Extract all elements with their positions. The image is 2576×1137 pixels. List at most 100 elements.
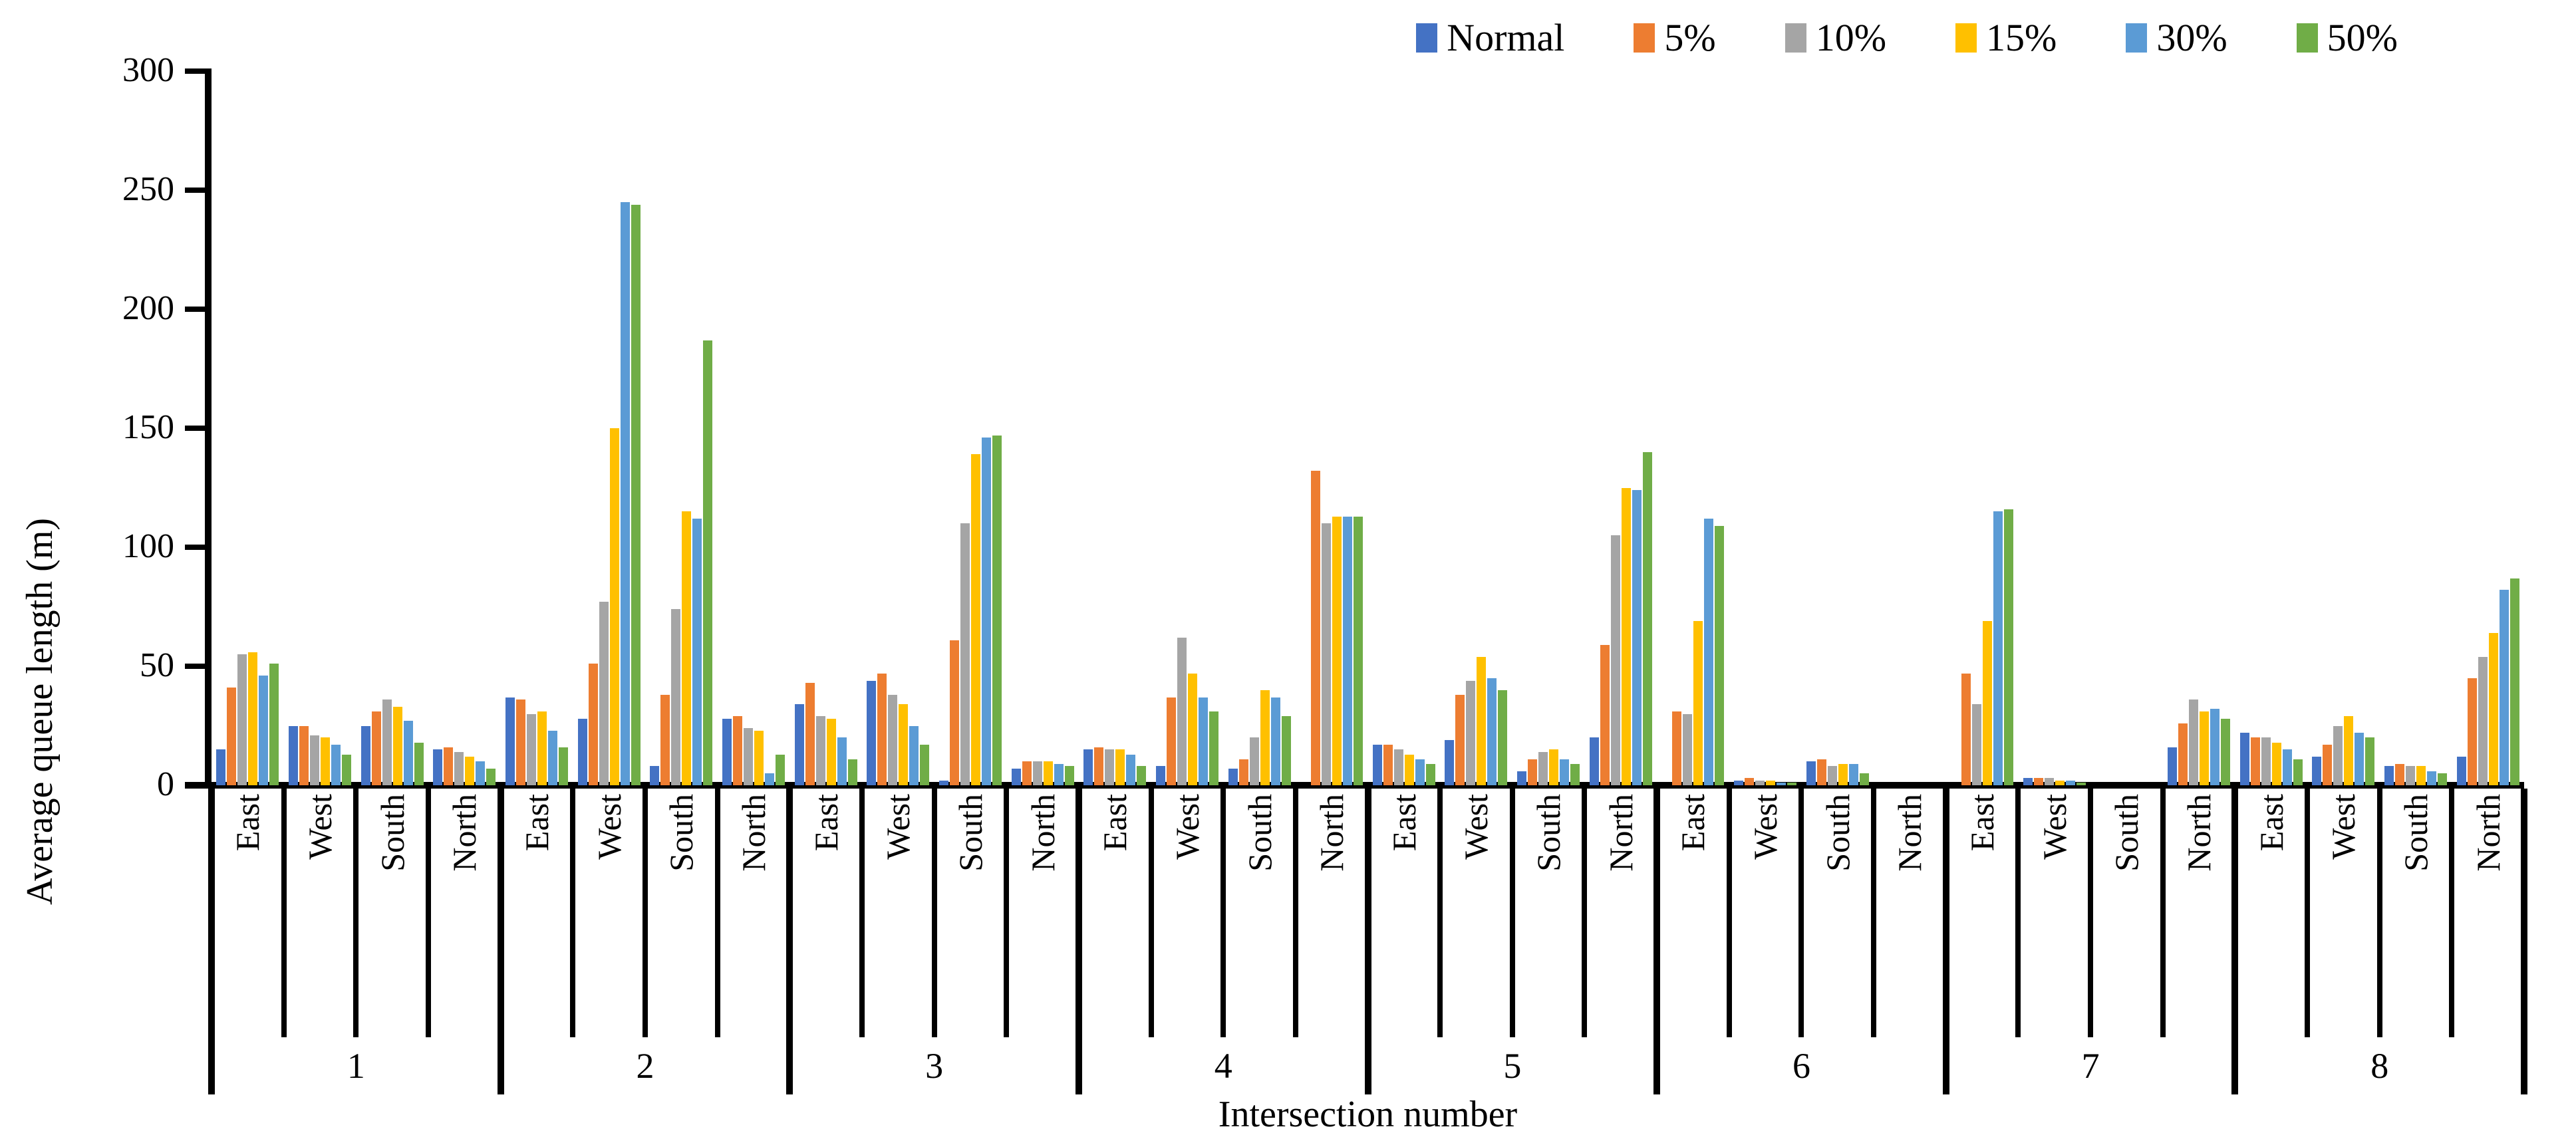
bar-50pct-4-south — [1281, 716, 1291, 785]
cluster-5-east — [1368, 71, 1441, 785]
group-separator — [208, 789, 215, 1094]
bar-5pct-4-south — [1238, 759, 1248, 785]
bar-50pct-1-west — [341, 754, 351, 785]
bar-50pct-5-west — [1498, 690, 1508, 785]
bar-15pct-5-north — [1621, 487, 1631, 785]
bar-15pct-5-east — [1404, 754, 1414, 785]
cluster-1-south — [356, 71, 428, 785]
bar-30pct-5-east — [1415, 759, 1425, 785]
bar-50pct-2-north — [775, 754, 785, 785]
bar-Normal-6-west — [1734, 780, 1744, 785]
intersection-number-4: 4 — [1214, 1046, 1232, 1086]
bar-Normal-2-north — [722, 718, 732, 785]
direction-label-2-east: East — [517, 794, 555, 852]
cluster-separator — [570, 789, 576, 1037]
bar-Normal-3-south — [938, 780, 948, 785]
y-axis-title: Average queue length (m) — [19, 517, 61, 906]
bar-5pct-7-north — [2178, 723, 2188, 785]
bar-Normal-5-south — [1517, 771, 1527, 785]
cluster-1-north — [428, 71, 501, 785]
legend-item-10pct: 10% — [1785, 19, 1886, 57]
bar-Normal-8-east — [2239, 733, 2249, 785]
group-separator — [497, 789, 504, 1094]
bar-50pct-6-south — [1859, 773, 1869, 785]
bar-30pct-2-north — [764, 773, 774, 785]
bar-15pct-5-west — [1477, 656, 1487, 785]
bar-Normal-1-south — [360, 725, 370, 785]
intersection-number-8: 8 — [2370, 1046, 2389, 1086]
bar-10pct-6-east — [1683, 713, 1693, 785]
bar-30pct-7-north — [2210, 709, 2220, 785]
legend-label: 50% — [2327, 16, 2398, 59]
bar-Normal-7-west — [2023, 778, 2033, 785]
bar-50pct-8-north — [2509, 578, 2519, 785]
bar-Normal-3-north — [1011, 768, 1021, 785]
bar-50pct-8-south — [2438, 773, 2448, 785]
bar-50pct-1-east — [269, 664, 279, 785]
bar-10pct-6-west — [1755, 780, 1765, 785]
legend-item-30pct: 30% — [2126, 19, 2227, 57]
bar-50pct-8-west — [2365, 737, 2375, 785]
cluster-separator — [353, 789, 359, 1037]
direction-label-1-east: East — [229, 794, 267, 852]
legend-label: 10% — [1815, 16, 1887, 59]
direction-label-6-west: West — [1747, 794, 1785, 860]
bar-50pct-4-west — [1209, 711, 1218, 785]
legend-item-Normal: Normal — [1416, 19, 1564, 57]
direction-label-8-east: East — [2252, 794, 2290, 852]
cluster-4-east — [1079, 71, 1151, 785]
bar-10pct-8-north — [2478, 656, 2488, 785]
bar-30pct-4-east — [1126, 754, 1136, 785]
bar-30pct-2-south — [692, 519, 702, 785]
cluster-5-south — [1512, 71, 1585, 785]
intersection-group-8 — [2235, 71, 2524, 785]
bar-50pct-2-east — [558, 747, 568, 785]
cluster-separator — [2088, 789, 2094, 1037]
bar-10pct-4-west — [1177, 638, 1187, 785]
bar-10pct-6-south — [1827, 766, 1837, 785]
direction-label-2-north: North — [734, 794, 772, 872]
intersection-number-6: 6 — [1792, 1046, 1810, 1086]
y-tick-label-50: 50 — [140, 646, 174, 684]
x-axis-title: Intersection number — [1218, 1094, 1518, 1135]
bar-30pct-3-south — [981, 438, 991, 785]
y-tick-label-100: 100 — [122, 527, 174, 565]
bar-5pct-1-south — [371, 711, 381, 785]
legend-label: 30% — [2156, 16, 2227, 59]
bar-50pct-1-south — [414, 742, 424, 785]
bar-10pct-5-east — [1393, 749, 1403, 785]
cluster-separator — [425, 789, 431, 1037]
y-tick-0 — [185, 783, 212, 788]
cluster-6-south — [1801, 71, 1874, 785]
direction-label-4-west: West — [1168, 794, 1206, 860]
cluster-2-south — [645, 71, 718, 785]
bar-30pct-5-south — [1560, 759, 1570, 785]
bar-10pct-3-west — [888, 695, 898, 785]
direction-label-1-north: North — [446, 794, 484, 872]
cluster-4-north — [1296, 71, 1368, 785]
bar-10pct-7-west — [2044, 778, 2054, 785]
bar-15pct-2-north — [754, 730, 764, 785]
cluster-8-south — [2380, 71, 2452, 785]
bar-15pct-8-north — [2488, 632, 2498, 785]
cluster-separator — [1437, 789, 1443, 1037]
bar-50pct-4-north — [1354, 516, 1363, 785]
bar-5pct-6-east — [1672, 711, 1682, 785]
bar-5pct-6-south — [1816, 759, 1826, 785]
group-separator — [1942, 789, 1949, 1094]
bar-30pct-4-west — [1198, 697, 1208, 785]
cluster-separator — [1582, 789, 1588, 1037]
cluster-separator — [1798, 789, 1804, 1037]
direction-label-6-south: South — [1818, 794, 1856, 872]
direction-label-1-south: South — [373, 794, 411, 872]
bar-5pct-5-west — [1455, 695, 1465, 785]
cluster-7-east — [1946, 71, 2019, 785]
bar-5pct-4-west — [1166, 697, 1176, 785]
bar-5pct-1-west — [299, 725, 309, 785]
intersection-number-2: 2 — [636, 1046, 654, 1086]
bar-30pct-1-west — [331, 745, 341, 785]
bar-30pct-6-west — [1777, 783, 1787, 785]
cluster-separator — [281, 789, 287, 1037]
cluster-7-north — [2163, 71, 2235, 785]
bar-10pct-2-west — [599, 602, 609, 785]
